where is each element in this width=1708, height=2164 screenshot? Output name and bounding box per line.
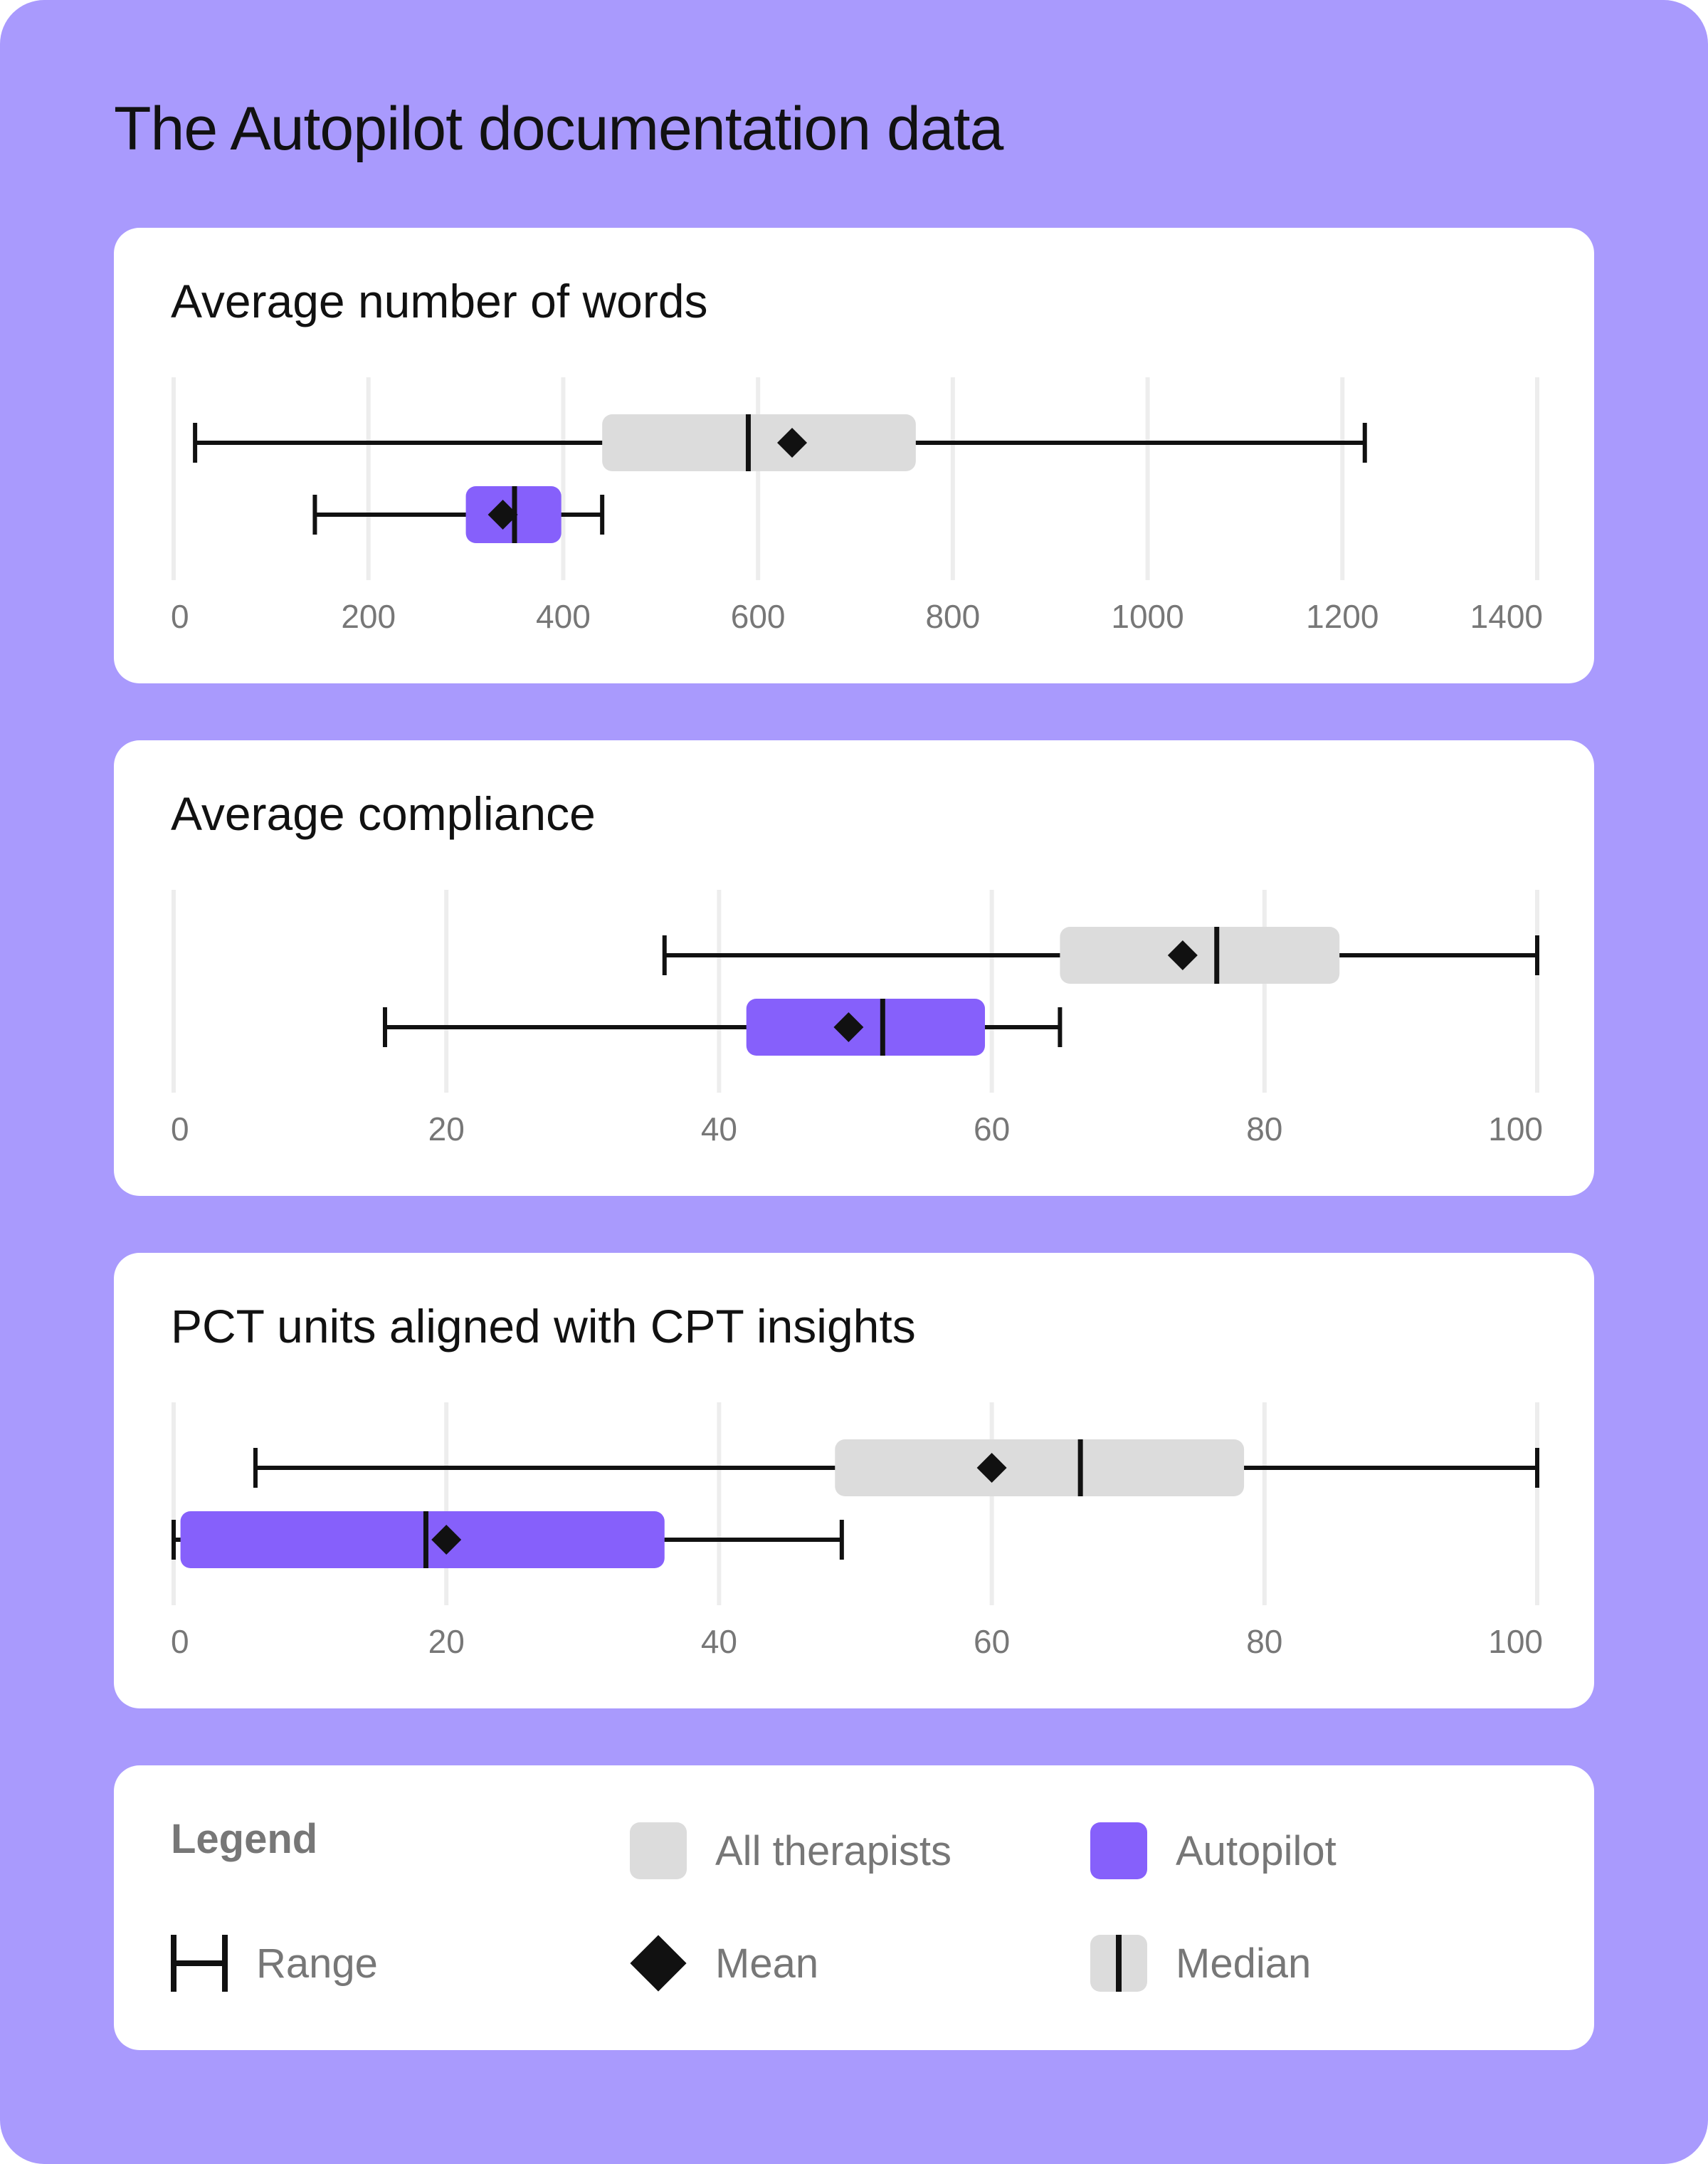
chart-pct: 0 20 40 60 80 100 <box>171 1402 1543 1660</box>
mean-marker <box>777 428 808 458</box>
legend-title: Legend <box>171 1816 318 1862</box>
legend-card: Legend All therapists Autopilot Range Me… <box>114 1765 1594 2050</box>
chart-compliance: 0 20 40 60 80 100 <box>171 890 1543 1147</box>
chart-card-compliance: Average compliance 0 20 40 60 80 100 <box>114 740 1594 1196</box>
legend-label-mean: Mean <box>715 1940 819 1987</box>
tick-label: 1400 <box>1470 598 1543 635</box>
chart-card-words: Average number of words 0 200 400 600 800 100… <box>114 228 1594 683</box>
legend-item-all: All therapists <box>630 1822 951 1879</box>
legend-item-autopilot: Autopilot <box>1090 1822 1337 1879</box>
tick-label: 0 <box>171 598 189 635</box>
tick-label: 20 <box>428 1110 465 1147</box>
tick-label: 40 <box>701 1110 737 1147</box>
tick-label: 400 <box>536 598 591 635</box>
chart-title: PCT units aligned with CPT insights <box>171 1300 916 1352</box>
iqr-box <box>835 1439 1245 1496</box>
tick-label: 40 <box>701 1623 737 1660</box>
tick-label: 1200 <box>1306 598 1378 635</box>
iqr-box <box>602 414 916 471</box>
mean-marker <box>976 1453 1007 1483</box>
median-icon <box>1090 1935 1147 1992</box>
tick-label: 100 <box>1488 1623 1543 1660</box>
tick-label: 60 <box>974 1623 1010 1660</box>
tick-label: 100 <box>1488 1110 1543 1147</box>
tick-label: 80 <box>1246 1623 1282 1660</box>
legend-item-range: Range <box>171 1935 378 1992</box>
tick-label: 200 <box>341 598 396 635</box>
tick-label: 0 <box>171 1110 189 1147</box>
iqr-box <box>746 999 986 1056</box>
tick-label: 800 <box>925 598 980 635</box>
mean-marker <box>1167 940 1198 970</box>
chart-title: Average number of words <box>171 275 708 327</box>
mean-marker <box>431 1525 462 1555</box>
tick-label: 600 <box>731 598 786 635</box>
mean-marker <box>833 1012 864 1042</box>
tick-label: 20 <box>428 1623 465 1660</box>
tick-label: 60 <box>974 1110 1010 1147</box>
legend-label-all: All therapists <box>715 1827 952 1874</box>
chart-title: Average compliance <box>171 787 596 840</box>
legend-label-median: Median <box>1176 1940 1312 1987</box>
range-icon <box>171 1935 228 1992</box>
purple-swatch-icon <box>1090 1822 1147 1879</box>
tick-label: 80 <box>1246 1110 1282 1147</box>
iqr-box <box>1060 927 1340 984</box>
mean-marker <box>487 500 518 530</box>
iqr-box <box>180 1511 665 1568</box>
page-title: The Autopilot documentation data <box>114 95 1003 163</box>
tick-label: 1000 <box>1111 598 1184 635</box>
chart-words: 0 200 400 600 800 1000 1200 1400 <box>171 377 1543 635</box>
legend-label-range: Range <box>256 1940 378 1987</box>
gray-swatch-icon <box>630 1822 687 1879</box>
legend-label-autopilot: Autopilot <box>1176 1827 1337 1874</box>
chart-card-pct: PCT units aligned with CPT insights 0 20 4… <box>114 1253 1594 1708</box>
legend-item-mean: Mean <box>630 1935 818 1992</box>
legend-item-median: Median <box>1090 1935 1311 1992</box>
diamond-icon <box>630 1935 687 1992</box>
tick-label: 0 <box>171 1623 189 1660</box>
